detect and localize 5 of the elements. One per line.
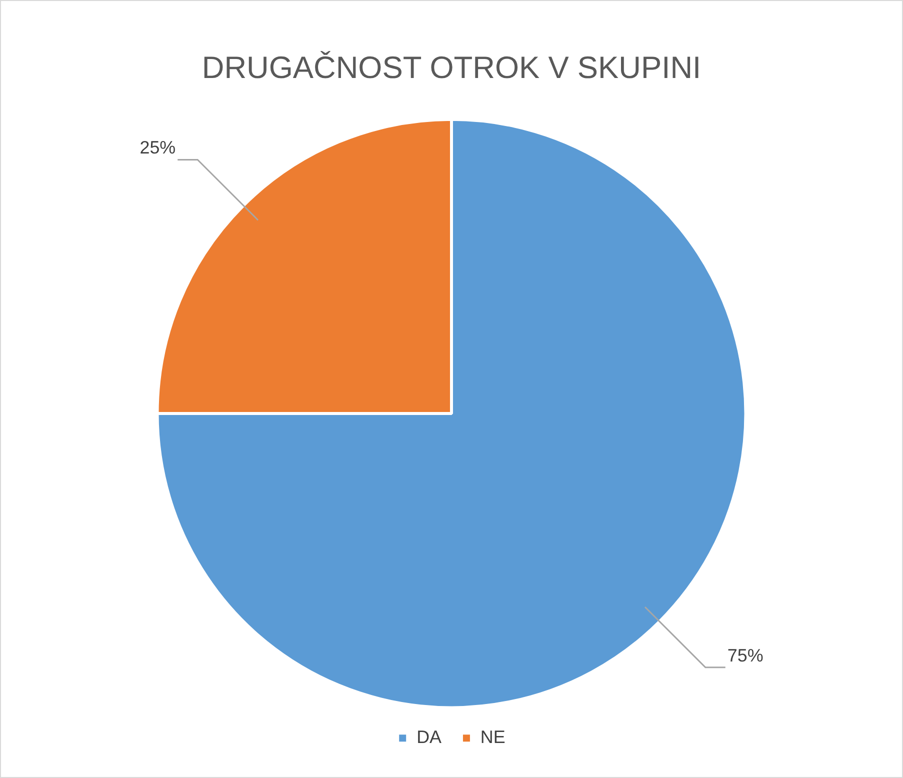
data-label: 25% (140, 138, 176, 158)
legend-label: NE (480, 727, 506, 748)
legend-label: DA (416, 727, 442, 748)
data-label: 75% (727, 645, 764, 666)
chart-title: DRUGAČNOST OTROK V SKUPINI (202, 50, 702, 85)
